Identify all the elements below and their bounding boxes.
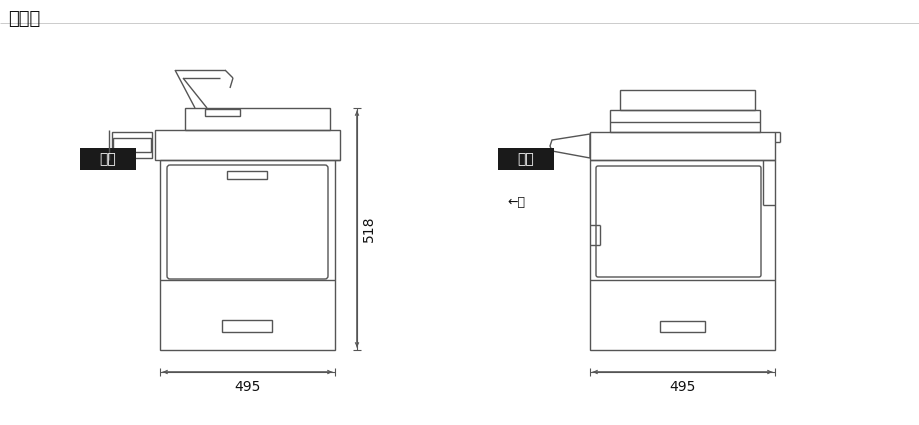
Bar [154, 130, 340, 160]
Text: 495: 495 [669, 380, 695, 394]
Bar [185, 108, 330, 130]
Bar [497, 148, 553, 170]
Bar [80, 148, 136, 170]
Bar [589, 160, 774, 350]
Bar [609, 110, 759, 132]
Bar [160, 160, 335, 350]
Text: 側面: 側面 [517, 152, 534, 166]
Bar [659, 321, 704, 332]
Bar [205, 109, 240, 116]
Bar [227, 171, 267, 179]
Text: 寸法図: 寸法図 [8, 10, 40, 28]
Text: 前面: 前面 [99, 152, 116, 166]
Text: 518: 518 [361, 216, 376, 242]
Bar [619, 90, 754, 110]
Bar [112, 132, 152, 158]
Bar [221, 320, 272, 332]
Text: ←前: ←前 [506, 196, 525, 210]
Text: 495: 495 [234, 380, 260, 394]
Bar [113, 138, 151, 152]
Bar [589, 132, 774, 160]
